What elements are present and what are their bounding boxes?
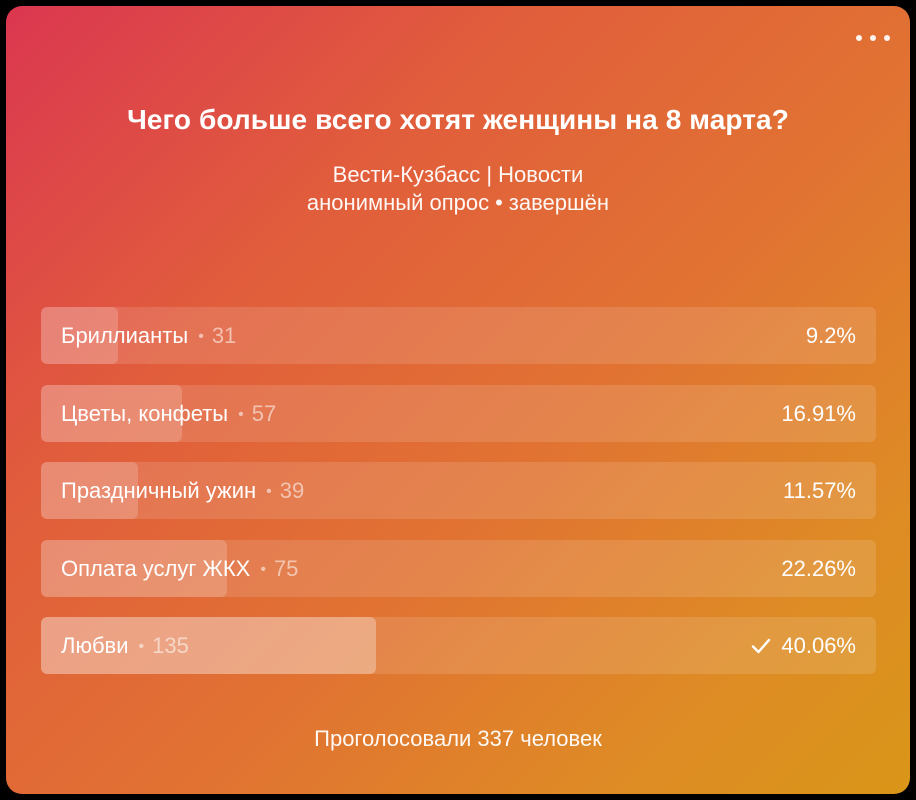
option-progress-bar [41,462,138,519]
more-horizontal-icon-dot [884,35,890,41]
option-label: Бриллианты [61,323,189,348]
poll-meta: анонимный опрос • завершён [6,190,910,216]
option-progress-bar [41,617,376,674]
more-horizontal-icon [856,35,862,41]
option-label-group: Любви • 135 [61,617,189,674]
option-label-group: Бриллианты • 31 [61,307,236,364]
option-percent-group: 40.06% [751,617,856,674]
option-label: Оплата услуг ЖКХ [61,555,251,581]
option-percent-group: 16.91% [781,385,856,442]
option-votes: 31 [211,323,237,348]
option-percent: 9.2% [805,323,856,348]
more-horizontal-icon-dot [870,35,876,41]
poll-option[interactable]: Цветы, конфеты • 57 16.91% [41,384,876,442]
poll-option[interactable]: Праздничный ужин • 39 11.57% [41,462,876,519]
option-separator: • [238,405,244,423]
option-percent: 16.91% [781,400,856,426]
option-separator: • [198,328,204,345]
option-separator: • [266,483,272,500]
option-separator: • [138,638,145,655]
option-percent: 22.26% [781,555,856,581]
option-votes: 135 [152,633,189,658]
option-progress-bar [41,384,183,442]
poll-type: анонимный опрос [306,190,490,215]
poll-options: Бриллианты • 31 9.2% Цветы, конфеты • 57 16.… [41,307,876,695]
option-percent: 11.57% [783,478,856,503]
poll-card: Чего больше всего хотят женщины на 8 мар… [6,6,910,794]
option-votes: 57 [251,400,277,426]
option-percent-group: 22.26% [781,540,856,597]
option-label: Любви [61,633,129,658]
total-votes: Проголосовали 337 человек [314,726,602,751]
option-percent-group: 9.2% [806,307,856,364]
more-options-button[interactable] [856,28,890,48]
option-separator: • [260,560,266,578]
meta-separator: • [495,190,503,215]
poll-status: завершён [508,190,610,215]
poll-question: Чего больше всего хотят женщины на 8 мар… [127,104,789,135]
option-votes: 39 [279,478,305,503]
option-progress-bar [41,307,118,364]
option-label-group: Оплата услуг ЖКХ • 75 [61,540,298,597]
checkmark-icon [752,638,771,654]
option-percent: 40.06% [781,633,856,658]
option-label: Праздничный ужин [61,478,257,503]
option-label-group: Праздничный ужин • 39 [61,462,304,519]
option-progress-bar [41,539,227,597]
option-label: Цветы, конфеты [61,400,229,426]
poll-option-chosen[interactable]: Любви • 135 40.06% [41,617,876,674]
poll-option[interactable]: Оплата услуг ЖКХ • 75 22.26% [41,539,876,597]
poll-source[interactable]: Вести-Кузбасс | Новости [332,162,584,187]
option-votes: 75 [273,555,299,581]
poll-option[interactable]: Бриллианты • 31 9.2% [41,307,876,364]
option-label-group: Цветы, конфеты • 57 [61,385,276,442]
option-percent-group: 11.57% [783,462,856,519]
